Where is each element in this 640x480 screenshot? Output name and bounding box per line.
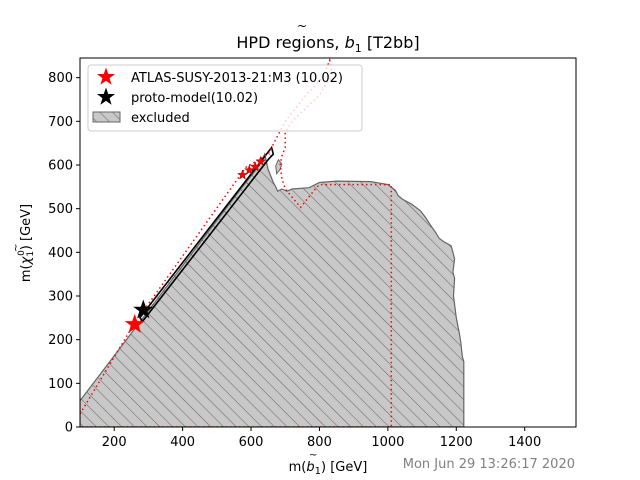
legend-patch bbox=[92, 111, 121, 123]
x-axis: 200 400 600 800 1000 1200 1400 bbox=[102, 427, 541, 450]
y-tick-label: 100 bbox=[48, 377, 73, 392]
y-tick-label: 800 bbox=[48, 71, 73, 86]
proto-model-star bbox=[133, 299, 154, 319]
y-tick-label: 700 bbox=[48, 115, 73, 130]
timestamp: Mon Jun 29 13:26:17 2020 bbox=[403, 457, 575, 472]
atlas-contour bbox=[80, 58, 393, 427]
y-tick-label: 0 bbox=[65, 421, 73, 436]
legend-label: proto-model(10.02) bbox=[131, 91, 258, 106]
plot-area bbox=[80, 58, 465, 427]
hpd-region-band bbox=[138, 145, 275, 323]
x-tick-label: 400 bbox=[170, 435, 195, 450]
atlas-marker-small bbox=[249, 160, 261, 172]
atlas-marker-small bbox=[236, 169, 248, 180]
y-tick-label: 200 bbox=[48, 333, 73, 348]
legend-box bbox=[87, 64, 363, 132]
x-tick-label: 1400 bbox=[508, 435, 541, 450]
chart-title: HPD regions, b1 [T2bb] bbox=[236, 33, 419, 55]
x-tick-label: 800 bbox=[307, 435, 332, 450]
atlas-marker-small bbox=[255, 155, 267, 167]
legend-marker bbox=[96, 67, 116, 85]
tilde-accent: ~ bbox=[309, 450, 317, 461]
legend: ATLAS-SUSY-2013-21:M3 (10.02) proto-model… bbox=[87, 64, 363, 132]
legend-label: ATLAS-SUSY-2013-21:M3 (10.02) bbox=[131, 71, 343, 86]
y-tick-label: 600 bbox=[48, 158, 73, 173]
x-tick-label: 1000 bbox=[371, 435, 404, 450]
excluded-island bbox=[275, 158, 283, 175]
y-axis-label: m(χ10) [GeV] bbox=[17, 204, 36, 282]
x-tick-label: 200 bbox=[102, 435, 127, 450]
tilde-accent: ~ bbox=[11, 244, 22, 252]
atlas-best-fit-star bbox=[124, 313, 145, 333]
y-tick-label: 500 bbox=[48, 202, 73, 217]
x-tick-label: 600 bbox=[239, 435, 264, 450]
excluded-region bbox=[80, 152, 465, 427]
y-tick-label: 300 bbox=[48, 289, 73, 304]
axes-frame bbox=[79, 57, 577, 428]
tilde-accent: ~ bbox=[297, 19, 307, 33]
y-tick-label: 400 bbox=[48, 246, 73, 261]
x-tick-label: 1200 bbox=[440, 435, 473, 450]
y-axis: 0 100 200 300 400 500 600 700 800 bbox=[48, 71, 80, 436]
legend-marker bbox=[96, 87, 116, 105]
x-axis-label: m(b1) [GeV] bbox=[289, 460, 368, 477]
legend-label: excluded bbox=[131, 111, 190, 126]
